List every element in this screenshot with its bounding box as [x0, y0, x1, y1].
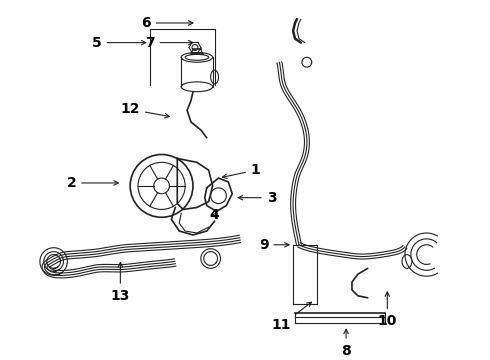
Text: 4: 4 [210, 208, 220, 222]
Text: 6: 6 [141, 16, 193, 30]
Text: 11: 11 [271, 302, 312, 332]
Text: 13: 13 [111, 262, 130, 303]
Text: 8: 8 [341, 329, 351, 358]
Text: 3: 3 [238, 191, 276, 205]
Text: 7: 7 [145, 36, 193, 50]
Text: 9: 9 [259, 238, 289, 252]
Text: 2: 2 [67, 176, 118, 190]
Text: 10: 10 [378, 292, 397, 328]
Text: 12: 12 [121, 102, 170, 118]
Text: 1: 1 [222, 163, 261, 179]
Text: 5: 5 [92, 36, 146, 50]
Ellipse shape [181, 82, 213, 92]
